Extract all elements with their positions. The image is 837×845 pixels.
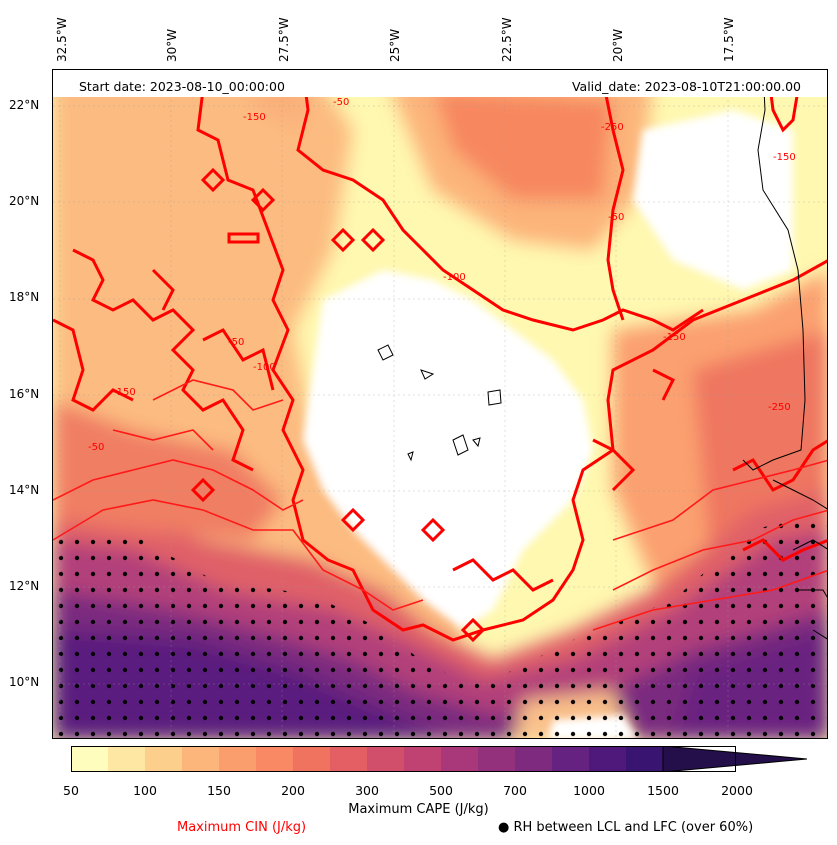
colorbar-tick: 1500 bbox=[647, 783, 679, 798]
lat-label: 20°N bbox=[9, 194, 40, 208]
colorbar-cell bbox=[330, 746, 368, 772]
lon-label: 22.5°W bbox=[500, 17, 514, 62]
valid-date: Valid_date: 2023-08-10T21:00:00.00 bbox=[571, 79, 801, 94]
start-date: Start date: 2023-08-10_00:00:00 bbox=[79, 79, 285, 94]
colorbar-cell bbox=[145, 746, 183, 772]
colorbar-cell bbox=[293, 746, 331, 772]
lon-label: 25°W bbox=[388, 28, 402, 62]
lat-label: 16°N bbox=[9, 387, 40, 401]
lon-label: 20°W bbox=[611, 28, 625, 62]
contour-label: -50 bbox=[88, 442, 104, 453]
lon-label: 27.5°W bbox=[277, 17, 291, 62]
colorbar-cell bbox=[71, 746, 109, 772]
colorbar-tick: 150 bbox=[207, 783, 231, 798]
colorbar-cell bbox=[441, 746, 479, 772]
contour-label: -100 bbox=[253, 362, 276, 373]
cape-colorbar bbox=[71, 746, 807, 772]
colorbar-cell bbox=[626, 746, 664, 772]
colorbar-cell bbox=[108, 746, 146, 772]
colorbar-tick: 200 bbox=[281, 783, 305, 798]
colorbar-tick: 2000 bbox=[721, 783, 753, 798]
contour-label: -250 bbox=[601, 122, 624, 133]
lat-label: 12°N bbox=[9, 579, 40, 593]
contour-label: -50 bbox=[333, 97, 349, 108]
colorbar-tick: 700 bbox=[503, 783, 527, 798]
colorbar-cell bbox=[515, 746, 553, 772]
contour-label: -100 bbox=[443, 272, 466, 283]
colorbar-cell bbox=[182, 746, 220, 772]
map-panel[interactable]: -50 -150 -100 -250 -50 -150 -50 -100 -15… bbox=[52, 69, 828, 739]
lat-label: 10°N bbox=[9, 675, 40, 689]
colorbar-cell bbox=[552, 746, 590, 772]
lat-label: 18°N bbox=[9, 290, 40, 304]
coastline bbox=[377, 70, 827, 640]
lon-label: 17.5°W bbox=[722, 17, 736, 62]
colorbar-cell bbox=[256, 746, 294, 772]
contour-label: -150 bbox=[243, 112, 266, 123]
colorbar-tick: 50 bbox=[63, 783, 79, 798]
lon-label: 30°W bbox=[165, 28, 179, 62]
colorbar-cell bbox=[219, 746, 257, 772]
colorbar-tick: 1000 bbox=[573, 783, 605, 798]
lon-label: 32.5°W bbox=[55, 17, 69, 62]
contour-label: -150 bbox=[113, 387, 136, 398]
colorbar-tick: 100 bbox=[133, 783, 157, 798]
lat-label: 22°N bbox=[9, 98, 40, 112]
contour-label: -150 bbox=[773, 152, 796, 163]
cape-field: -50 -150 -100 -250 -50 -150 -50 -100 -15… bbox=[53, 70, 827, 738]
colorbar-tick: 300 bbox=[355, 783, 379, 798]
contour-label: -50 bbox=[228, 337, 244, 348]
map-header: Start date: 2023-08-10_00:00:00 Valid_da… bbox=[53, 70, 827, 97]
contour-label: -150 bbox=[663, 332, 686, 343]
colorbar-cell bbox=[367, 746, 405, 772]
colorbar-cell bbox=[404, 746, 442, 772]
lat-label: 14°N bbox=[9, 483, 40, 497]
colorbar-title: Maximum CAPE (J/kg) bbox=[348, 802, 489, 817]
colorbar-cell bbox=[589, 746, 627, 772]
cin-legend-label: Maximum CIN (J/kg) bbox=[177, 820, 307, 835]
colorbar-tick: 500 bbox=[429, 783, 453, 798]
contour-label: -50 bbox=[608, 212, 624, 223]
rh-legend-label: ● RH between LCL and LFC (over 60%) bbox=[498, 820, 754, 835]
colorbar-cell bbox=[478, 746, 516, 772]
contour-label: -250 bbox=[768, 402, 791, 413]
